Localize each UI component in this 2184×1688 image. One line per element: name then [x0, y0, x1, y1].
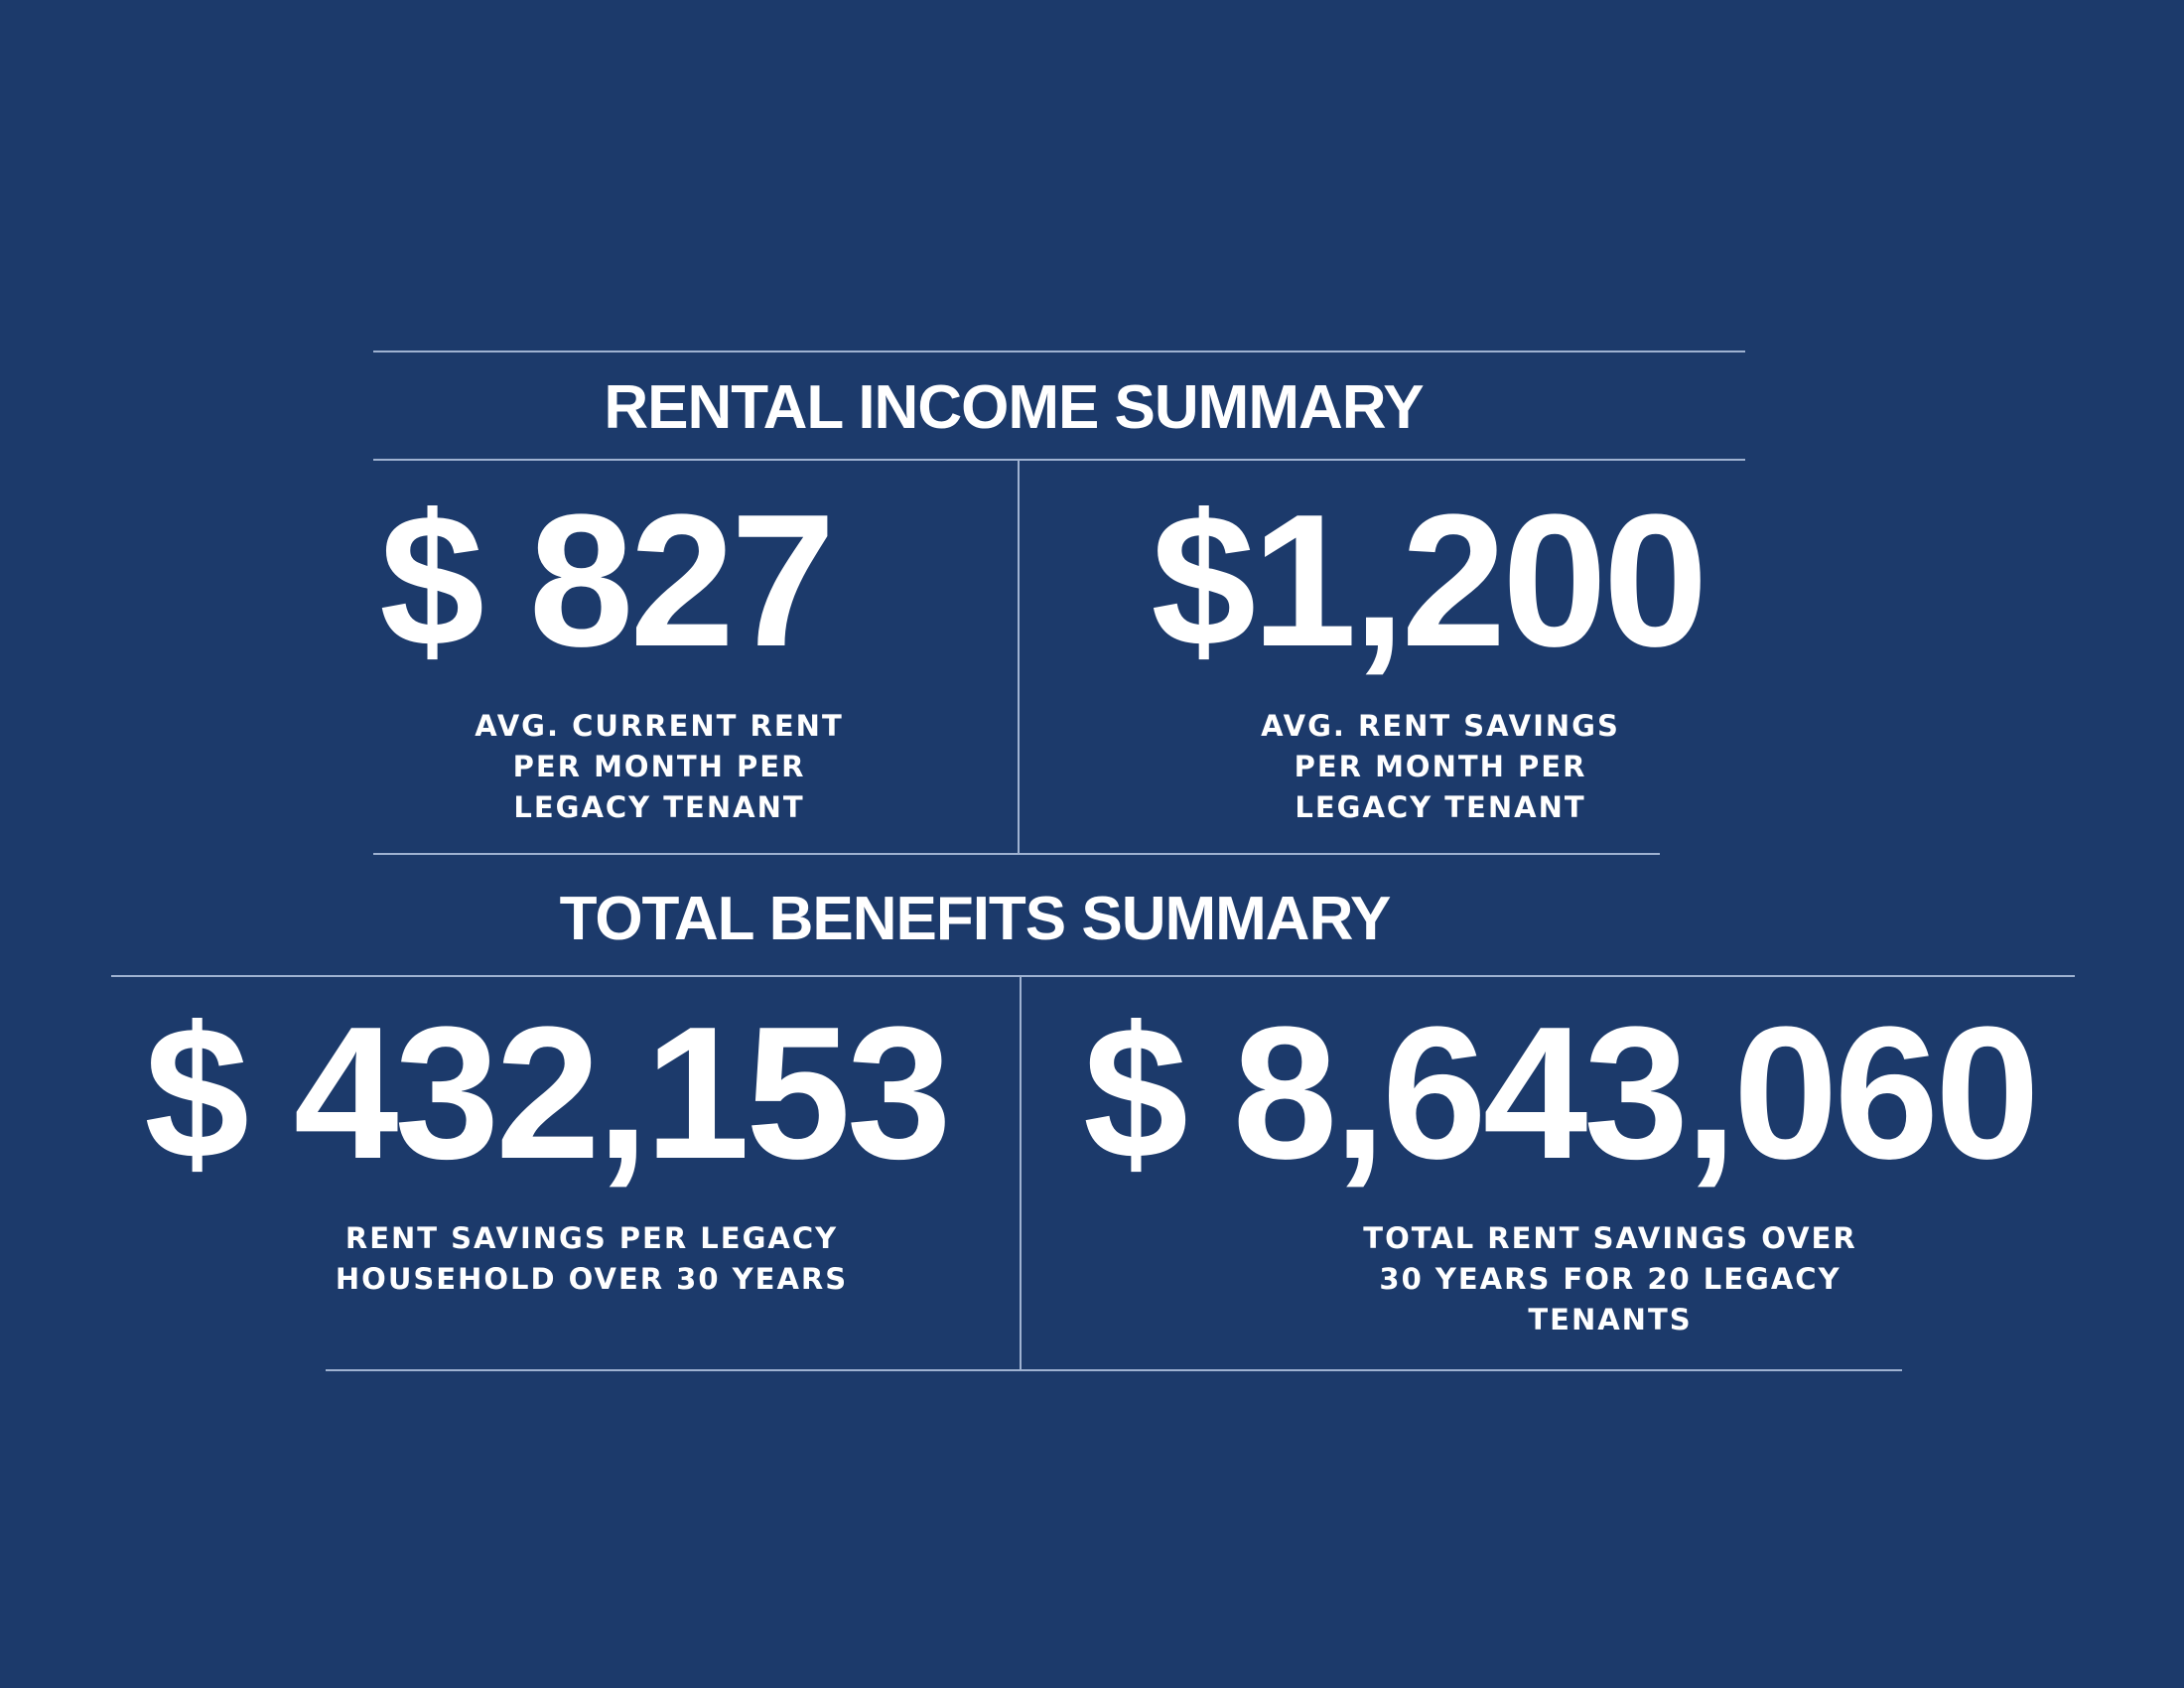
- rule: [373, 459, 1745, 461]
- label-line: TENANTS: [1528, 1303, 1693, 1336]
- rule: [326, 1369, 1902, 1371]
- rule: [373, 351, 1745, 352]
- label-line: TOTAL RENT SAVINGS OVER: [1363, 1221, 1857, 1255]
- label-line: AVG. CURRENT RENT: [475, 709, 844, 743]
- stat-label: AVG. CURRENT RENT PER MONTH PER LEGACY TEN…: [312, 706, 1007, 828]
- stat-label: TOTAL RENT SAVINGS OVER 30 YEARS FOR 20 L…: [1263, 1218, 1958, 1340]
- label-line: LEGACY TENANT: [1295, 790, 1586, 824]
- stat-value: $ 432,153: [144, 988, 951, 1198]
- stat-label: RENT SAVINGS PER LEGACY HOUSEHOLD OVER 30…: [244, 1218, 939, 1300]
- stat-label: AVG. RENT SAVINGS PER MONTH PER LEGACY TEN…: [1093, 706, 1788, 828]
- label-line: HOUSEHOLD OVER 30 YEARS: [335, 1262, 849, 1296]
- rule: [373, 853, 1660, 855]
- divider: [1018, 460, 1020, 854]
- divider: [1020, 976, 1022, 1370]
- label-line: AVG. RENT SAVINGS: [1261, 709, 1620, 743]
- stat-value: $1,200: [1151, 476, 1707, 686]
- label-line: LEGACY TENANT: [513, 790, 805, 824]
- label-line: 30 YEARS FOR 20 LEGACY: [1379, 1262, 1842, 1296]
- label-line: PER MONTH PER: [512, 750, 806, 783]
- stat-value: $ 827: [379, 476, 835, 686]
- rule: [111, 975, 2075, 977]
- section-title: TOTAL BENEFITS SUMMARY: [559, 885, 1392, 953]
- label-line: PER MONTH PER: [1294, 750, 1587, 783]
- section-title: RENTAL INCOME SUMMARY: [604, 373, 1424, 442]
- stat-value: $ 8,643,060: [1083, 988, 2040, 1198]
- label-line: RENT SAVINGS PER LEGACY: [344, 1221, 839, 1255]
